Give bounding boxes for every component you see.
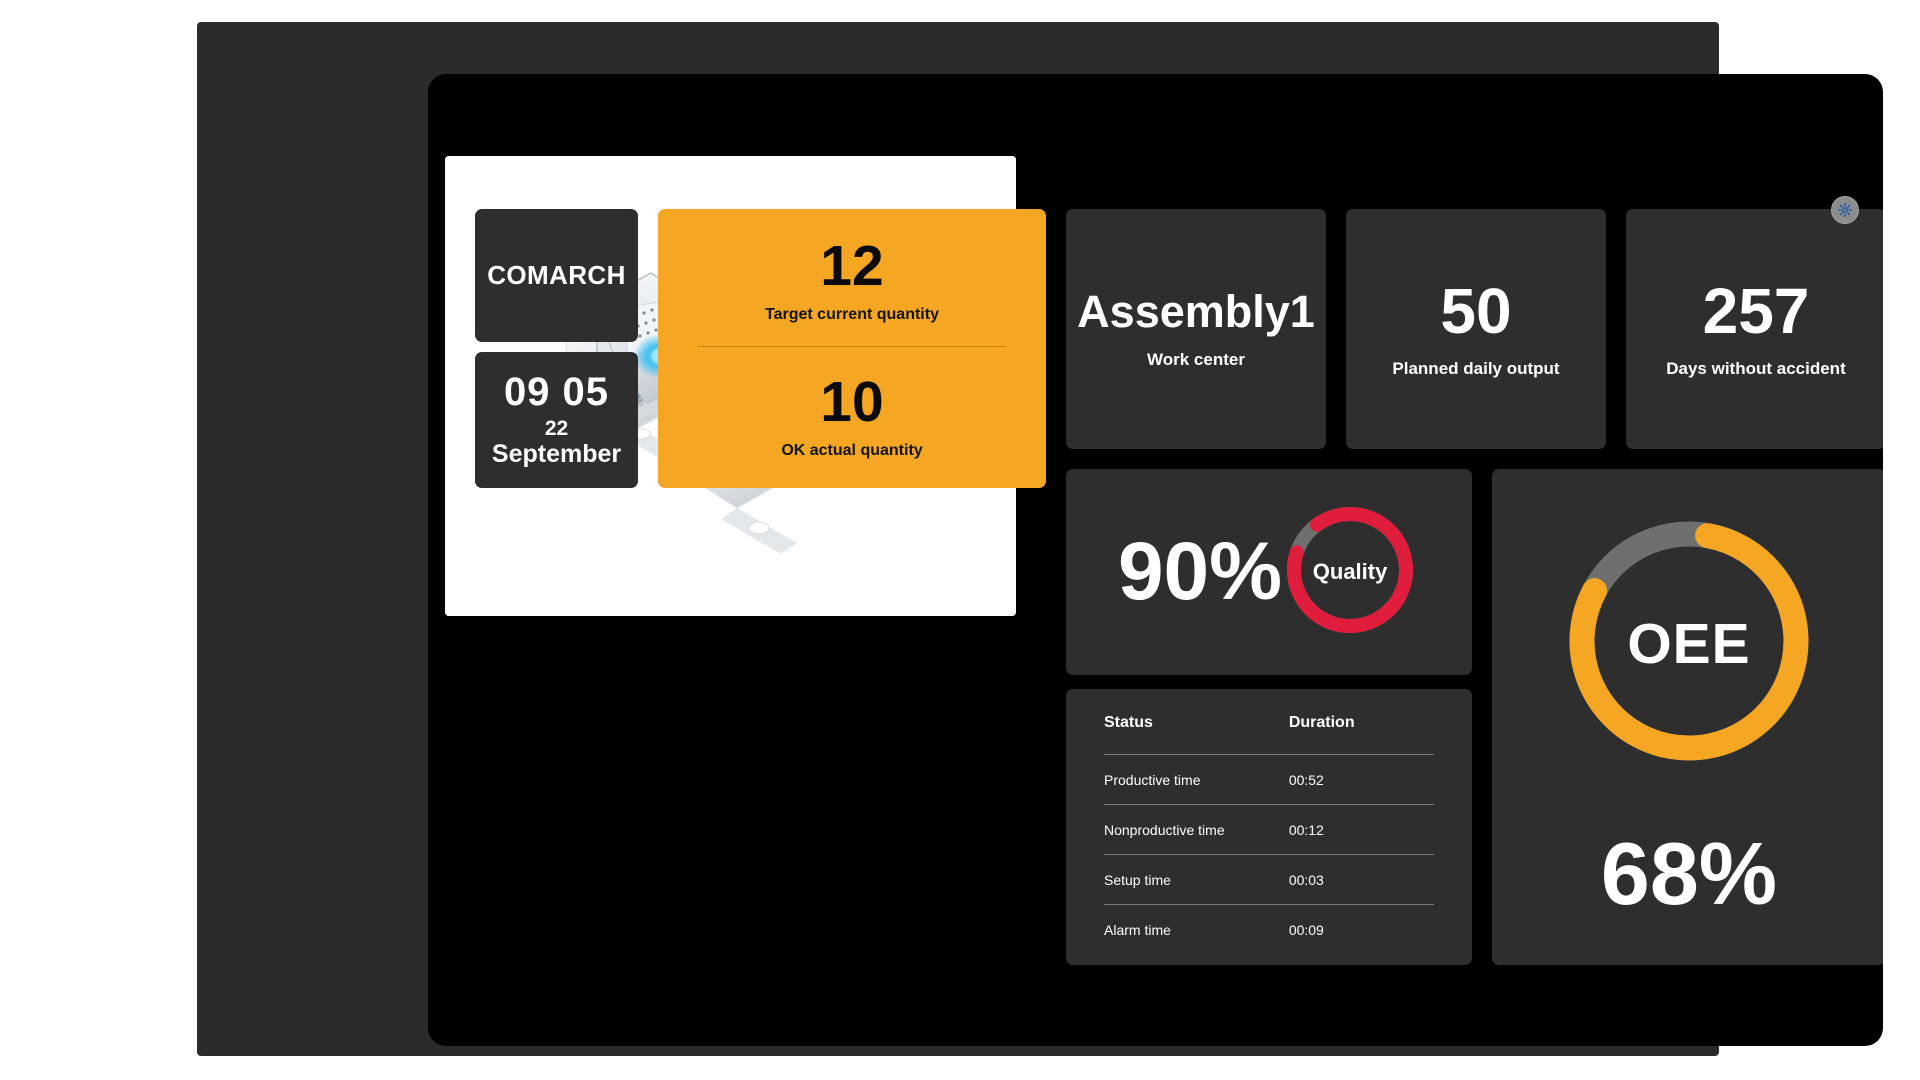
logo-card: COMARCH xyxy=(475,209,638,342)
planned-output-label: Planned daily output xyxy=(1392,359,1560,378)
target-quantity-label: Target current quantity xyxy=(765,305,939,323)
status-name: Productive time xyxy=(1104,754,1289,805)
monitor-frame: COMARCH 09 05 22 September 12 Target cur… xyxy=(197,22,1883,1056)
quantity-divider xyxy=(698,345,1006,347)
oee-donut-svg xyxy=(1569,521,1809,761)
monitor-screen: COMARCH 09 05 22 September 12 Target cur… xyxy=(428,74,1883,1046)
table-row: Productive time 00:52 xyxy=(1104,754,1434,805)
andon-dashboard: COMARCH 09 05 22 September 12 Target cur… xyxy=(445,156,1883,998)
clock-date-card: 09 05 22 September xyxy=(475,352,638,488)
quality-gauge-card: 90% Quality xyxy=(1066,469,1472,675)
status-name: Nonproductive time xyxy=(1104,804,1289,855)
clock-month: September xyxy=(491,440,622,469)
target-quantity-block: 12 Target current quantity xyxy=(698,233,1006,324)
planned-output-value: 50 xyxy=(1440,275,1512,347)
status-duration: 00:12 xyxy=(1288,804,1434,855)
days-without-accident-value: 257 xyxy=(1702,275,1810,347)
target-quantity-value: 12 xyxy=(820,233,884,298)
table-row: Alarm time 00:09 xyxy=(1104,904,1434,954)
kpi-card-work-center: Assembly1 Work center xyxy=(1066,209,1326,449)
quantity-card: 12 Target current quantity 10 OK actual … xyxy=(658,209,1046,488)
status-duration-card: Status Duration Productive time 00:52 No… xyxy=(1066,689,1472,965)
column-header-status: Status xyxy=(1104,714,1153,731)
status-duration: 00:03 xyxy=(1288,854,1434,905)
quality-donut-svg xyxy=(1287,506,1414,633)
brand-logo-text: COMARCH xyxy=(487,260,626,290)
clock-time: 09 05 xyxy=(503,370,610,415)
actual-quantity-block: 10 OK actual quantity xyxy=(698,369,1006,460)
quality-percent-value: 90% xyxy=(1117,526,1283,617)
quality-donut: Quality xyxy=(1280,500,1420,645)
table-row: Setup time 00:03 xyxy=(1104,854,1434,905)
status-name: Alarm time xyxy=(1104,904,1289,954)
settings-button[interactable] xyxy=(1831,196,1859,224)
work-center-label: Work center xyxy=(1147,349,1245,369)
status-duration: 00:52 xyxy=(1288,754,1434,805)
work-center-value: Assembly1 xyxy=(1077,285,1315,337)
status-table-header-row: Status Duration xyxy=(1104,714,1434,755)
status-name: Setup time xyxy=(1104,854,1289,905)
clock-day: 22 xyxy=(544,417,569,441)
oee-donut: OEE xyxy=(1555,507,1823,780)
oee-gauge-card: OEE 68% xyxy=(1492,469,1883,965)
table-row: Nonproductive time 00:12 xyxy=(1104,804,1434,855)
days-without-accident-label: Days without accident xyxy=(1666,359,1846,378)
actual-quantity-value: 10 xyxy=(820,369,884,434)
column-header-duration: Duration xyxy=(1288,714,1355,731)
status-duration: 00:09 xyxy=(1288,904,1434,954)
oee-percent-value: 68% xyxy=(1600,824,1778,923)
kpi-card-planned-output: 50 Planned daily output xyxy=(1346,209,1606,449)
actual-quantity-label: OK actual quantity xyxy=(781,441,923,459)
status-table: Status Duration Productive time 00:52 No… xyxy=(1104,714,1434,954)
kpi-card-days-without-accident: 257 Days without accident xyxy=(1626,209,1883,449)
gear-icon xyxy=(1837,202,1853,218)
